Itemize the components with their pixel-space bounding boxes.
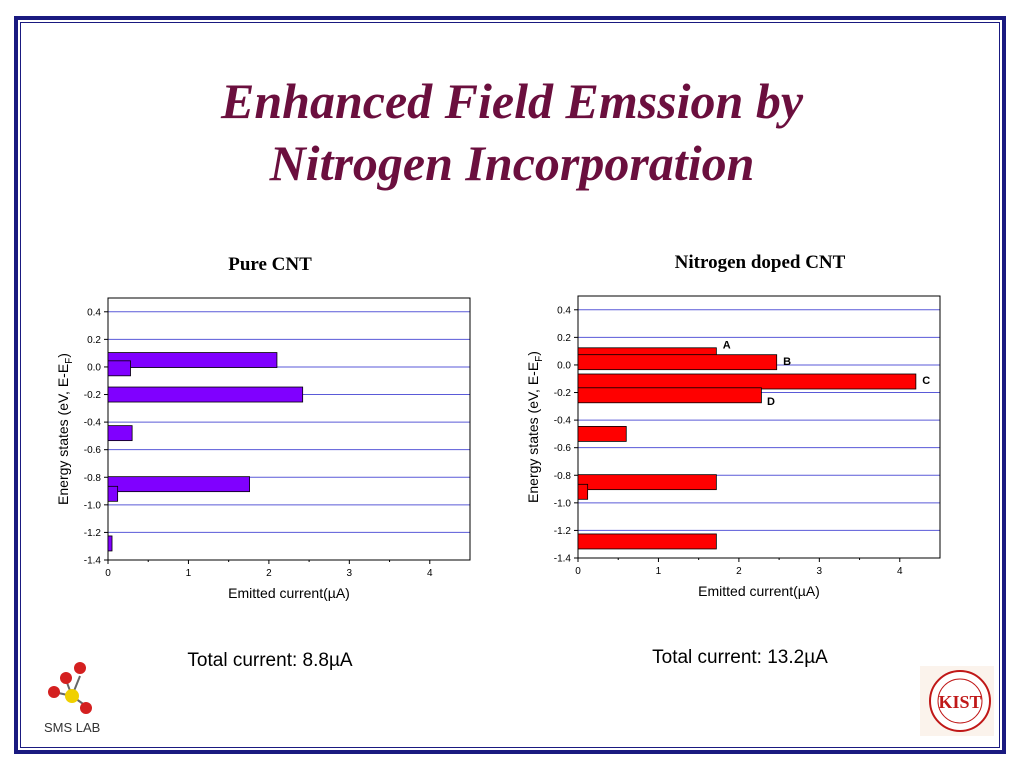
x-tick-label: 3 — [347, 568, 353, 579]
y-tick-label: -1.0 — [84, 500, 102, 511]
bar — [577, 425, 627, 442]
y-tick-label: -0.8 — [84, 473, 102, 484]
chart-title-pure-cnt: Pure CNT — [228, 254, 312, 275]
slide-title: Enhanced Field Emssion by Nitrogen Incor… — [0, 70, 1024, 194]
bar — [107, 425, 133, 442]
bar — [577, 533, 717, 550]
kist-seal-icon — [920, 666, 994, 736]
bar — [577, 474, 717, 491]
total-current-doped: Total current: 13.2µA — [652, 647, 828, 668]
bar — [107, 352, 278, 368]
y-tick-label: 0.0 — [87, 362, 101, 373]
y-axis-label-main: Energy states (eV, E-E — [525, 362, 541, 503]
y-axis-label-subscript: F — [64, 358, 75, 364]
total-current-pure: Total current: 8.8µA — [187, 650, 353, 671]
y-tick-label: -1.4 — [554, 554, 572, 565]
chart-title-nitrogen-doped-cnt: Nitrogen doped CNT — [674, 252, 846, 273]
bar — [107, 535, 113, 552]
y-tick-label: -0.6 — [554, 443, 572, 454]
y-tick-label: -1.4 — [84, 556, 102, 567]
bar — [577, 387, 762, 404]
slide-frame-outer — [14, 16, 1006, 754]
slide-title-line-1: Enhanced Field Emssion by — [220, 73, 804, 129]
x-tick-label: 4 — [897, 566, 903, 577]
y-tick-label: 0.4 — [87, 307, 101, 318]
sms-lab-logo: SMS LAB — [44, 662, 100, 735]
y-tick-label: -1.2 — [554, 526, 572, 537]
x-axis-label: Emitted current(µA) — [228, 585, 350, 601]
y-axis-label: Energy states (eV, E-EF) — [525, 351, 545, 503]
x-tick-label: 1 — [656, 566, 662, 577]
bar-annotation: D — [767, 396, 775, 408]
x-axis-label: Emitted current(µA) — [698, 583, 820, 599]
x-tick-label: 3 — [817, 566, 823, 577]
bar — [577, 483, 589, 500]
y-axis-label-main: Energy states (eV, E-E — [55, 364, 71, 505]
x-tick-label: 2 — [266, 568, 272, 579]
x-tick-label: 0 — [105, 568, 111, 579]
x-tick-label: 2 — [736, 566, 742, 577]
y-tick-label: -0.2 — [84, 390, 102, 401]
sms-lab-label: SMS LAB — [44, 720, 100, 735]
y-tick-label: 0.0 — [557, 360, 571, 371]
y-axis-label: Energy states (eV, E-EF) — [55, 353, 75, 505]
plot-frame — [577, 295, 941, 559]
y-axis-label-end: ) — [525, 351, 541, 356]
plot-frame — [107, 297, 471, 561]
kist-logo: KIST — [920, 666, 994, 736]
x-tick-label: 1 — [186, 568, 192, 579]
y-tick-label: 0.2 — [87, 335, 101, 346]
bar-annotation: C — [922, 375, 930, 387]
y-tick-label: -0.8 — [554, 471, 572, 482]
slide-frame-inner — [20, 22, 1000, 748]
y-tick-label: 0.2 — [557, 333, 571, 344]
bar — [107, 476, 250, 493]
y-tick-label: -0.6 — [84, 445, 102, 456]
y-tick-label: -0.4 — [554, 416, 572, 427]
bar — [577, 354, 778, 371]
kist-seal-label: KIST — [938, 692, 981, 712]
bar-annotation: B — [783, 356, 791, 368]
bar-annotation: A — [723, 339, 731, 351]
y-axis-label-subscript: F — [534, 356, 545, 362]
y-axis-label-end: ) — [55, 353, 71, 358]
molecule-icon — [48, 662, 92, 714]
x-tick-label: 4 — [427, 568, 433, 579]
chart-nitrogen-doped-cnt: 0.4 0.2 0.0 -0.2 -0.4 -0.6 -0.8 -1.0 -1.2 -1.40 1 2… — [525, 295, 941, 599]
bar — [577, 373, 917, 390]
y-tick-label: 0.4 — [557, 305, 571, 316]
slide-title-line-2: Nitrogen Incorporation — [269, 135, 755, 191]
bar — [107, 485, 119, 502]
bar — [107, 360, 131, 377]
y-tick-label: -0.2 — [554, 388, 572, 399]
y-tick-label: -1.0 — [554, 498, 572, 509]
y-tick-label: -1.2 — [84, 528, 102, 539]
x-tick-label: 0 — [575, 566, 581, 577]
bar — [107, 386, 304, 403]
chart-pure-cnt: 0.4 0.2 0.0 -0.2 -0.4 -0.6 -0.8 -1.0 -1.2 -1.40 1 2… — [55, 297, 471, 601]
y-tick-label: -0.4 — [84, 418, 102, 429]
